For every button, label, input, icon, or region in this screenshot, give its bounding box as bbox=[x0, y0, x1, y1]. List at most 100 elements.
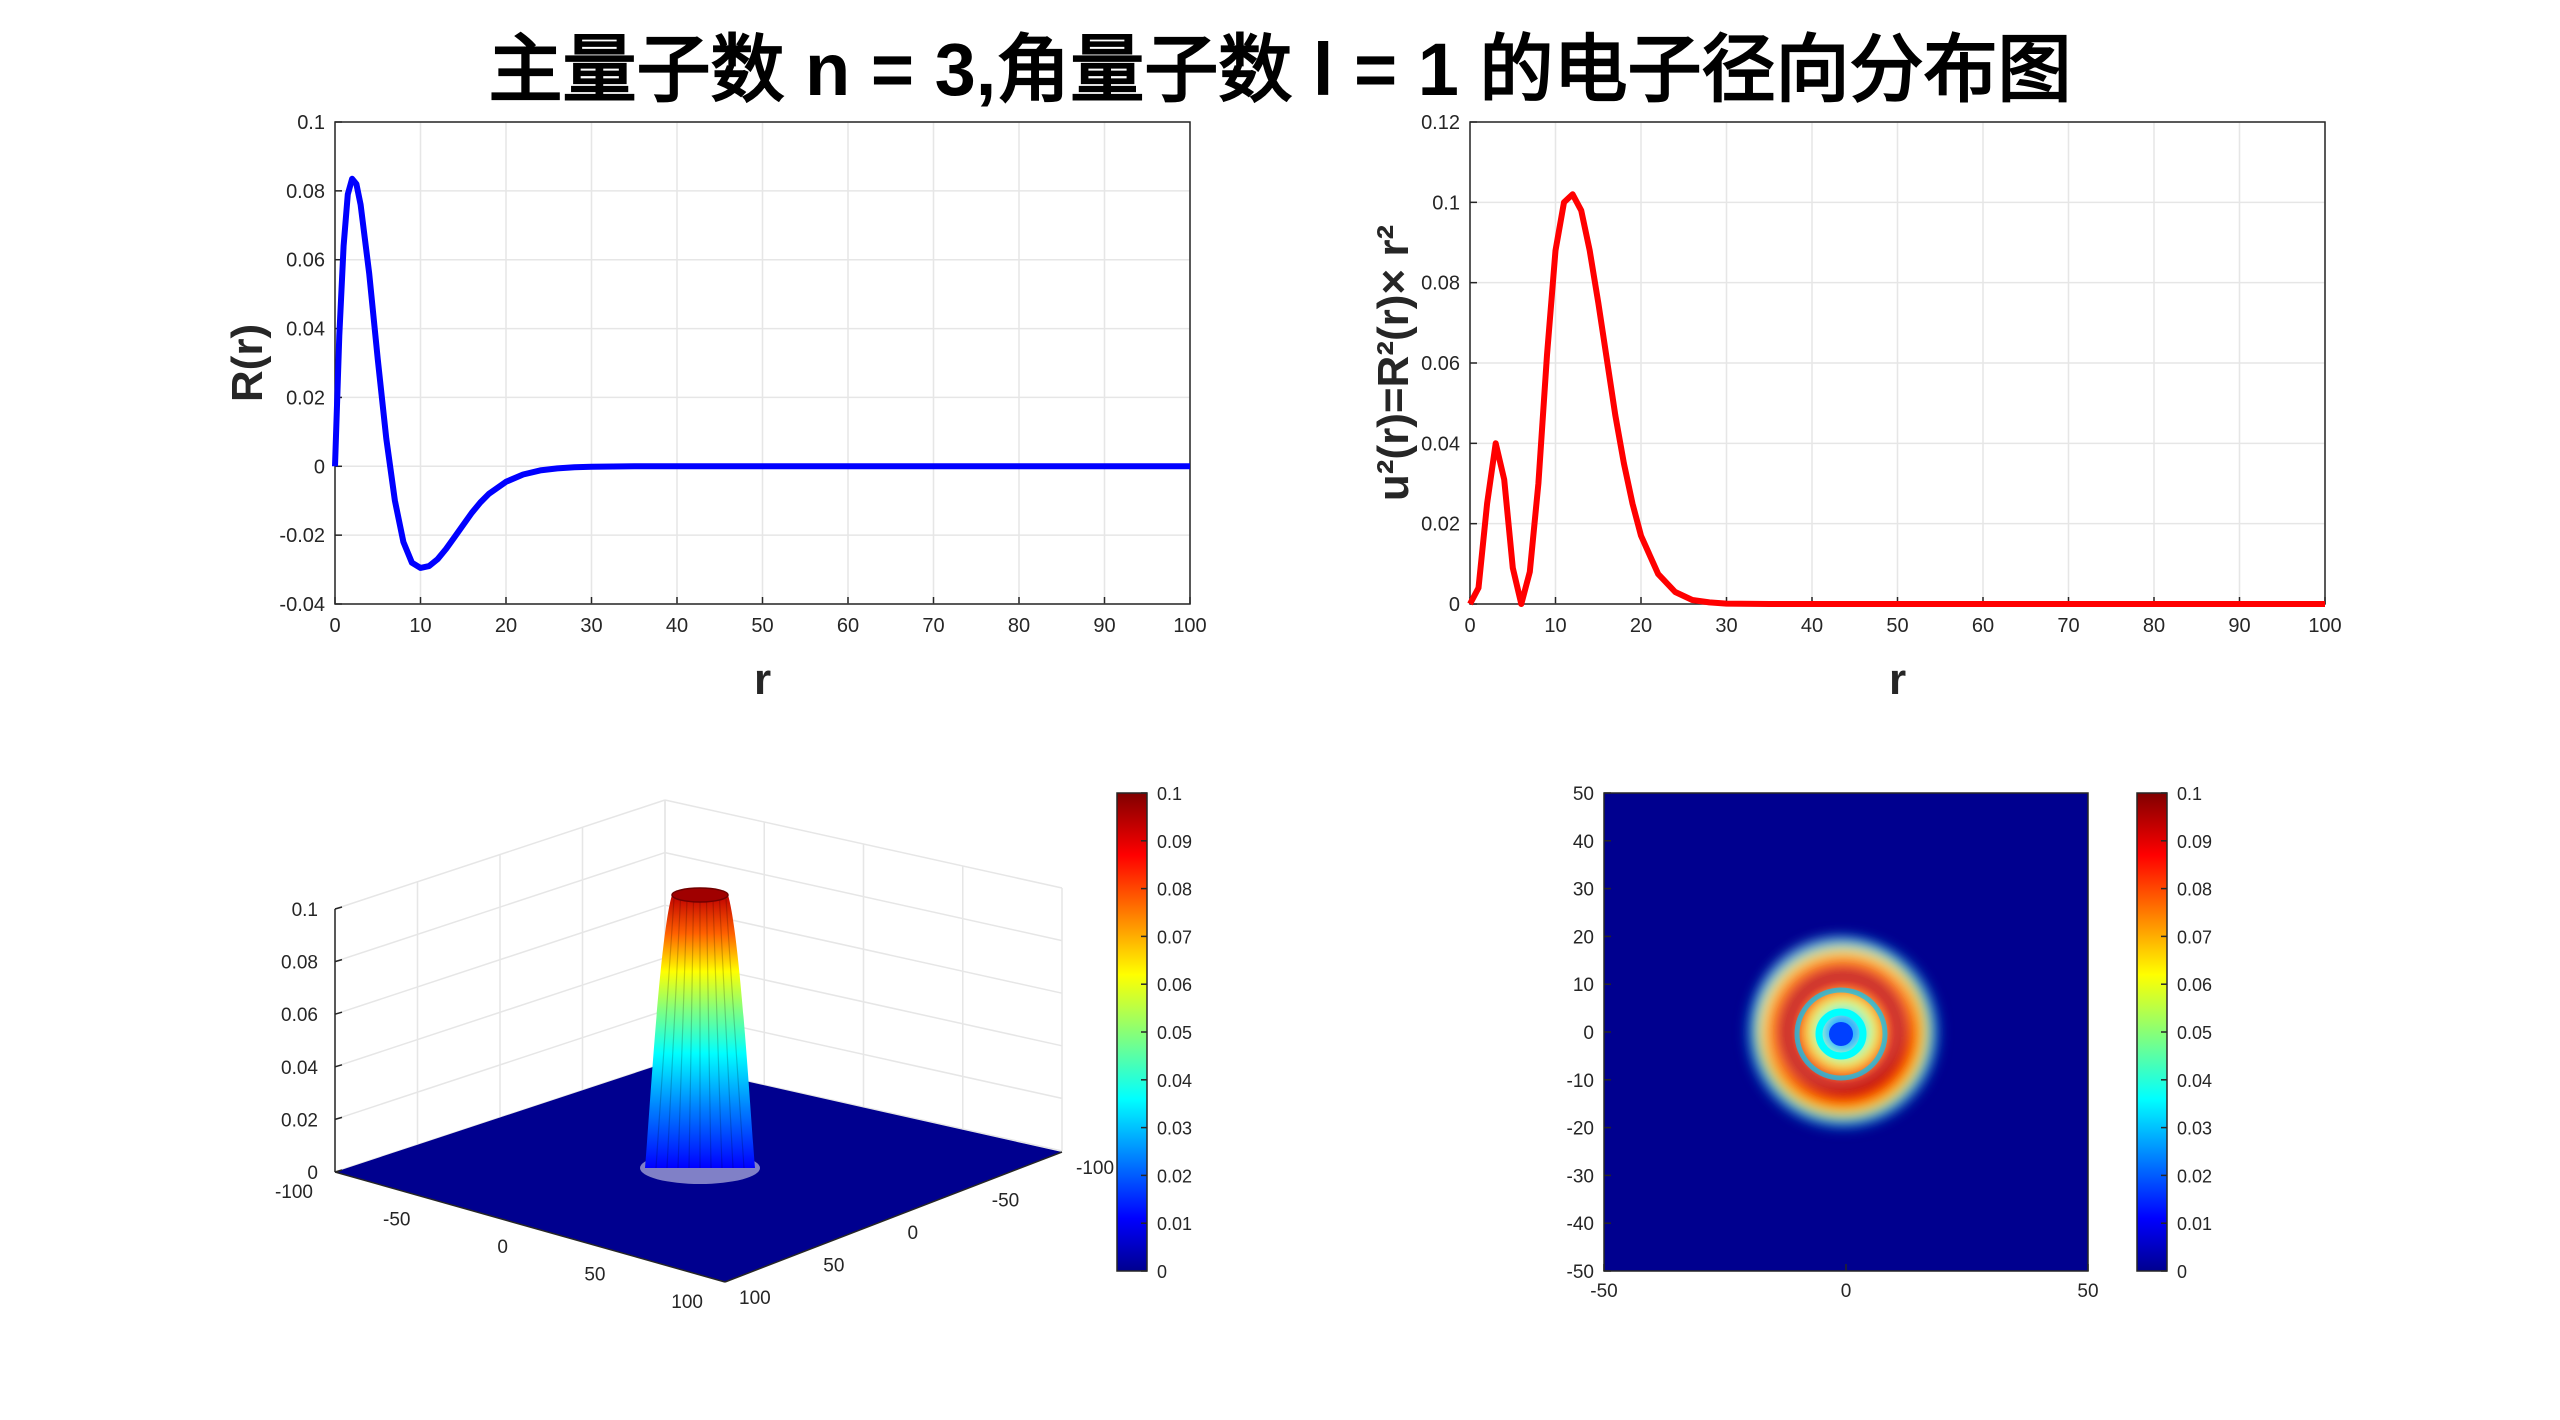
y-tick-label: 0.06 bbox=[286, 250, 325, 272]
page-title: 主量子数 n = 3,角量子数 l = 1 的电子径向分布图 bbox=[488, 28, 2072, 111]
x-tick-label: 80 bbox=[1008, 615, 1030, 637]
colorbar-tick-label: 0.02 bbox=[2177, 1166, 2212, 1186]
colorbar-heatmap: 0 0.01 0.02 0.03 0.04 0.05 0.06 0.07 0.08 0.09 0.1 bbox=[2136, 784, 2212, 1282]
colorbar-tick-label: 0.07 bbox=[2177, 927, 2212, 947]
y-tick-label: -0.02 bbox=[279, 525, 325, 547]
x-tick-label: 50 bbox=[2077, 1281, 2098, 1302]
y-tick-label: 50 bbox=[1573, 784, 1594, 805]
heatmap-ring-inner bbox=[1815, 1008, 1867, 1060]
mesh-line bbox=[655, 898, 675, 1169]
colorbar-tick-label: 0.04 bbox=[1157, 1071, 1192, 1091]
y-tick-label: 0.02 bbox=[1421, 514, 1460, 536]
colorbar-tick-label: 0.09 bbox=[2177, 832, 2212, 852]
plot-radial-distribution: 0 10 20 30 40 50 60 70 80 90 100 0 0.02 0.04 0.06 0.08 0… bbox=[1369, 112, 2342, 704]
peak-top bbox=[671, 887, 729, 903]
y-tick-label: -10 bbox=[1567, 1071, 1594, 1092]
x-tick-label: 20 bbox=[1630, 615, 1652, 637]
x-tick-label: -50 bbox=[1590, 1281, 1617, 1302]
colorbar-tick-label: 0.03 bbox=[1157, 1119, 1192, 1139]
colorbar-tick-label: 0.01 bbox=[1157, 1214, 1192, 1234]
y-tick-label: 0 bbox=[908, 1223, 919, 1244]
colorbar-tick-label: 0.06 bbox=[1157, 975, 1192, 995]
y-tick-label: 30 bbox=[1573, 880, 1594, 901]
z-tick bbox=[334, 1116, 343, 1121]
x-tick-label: 60 bbox=[837, 615, 859, 637]
colorbar-tick-label: 0 bbox=[1157, 1262, 1167, 1282]
series-line-0 bbox=[1467, 191, 2325, 607]
mesh-line bbox=[666, 898, 682, 1169]
y-tick-label: -50 bbox=[1567, 1262, 1594, 1283]
colorbar-tick-label: 0.07 bbox=[1157, 927, 1192, 947]
z-tick-label: 0.08 bbox=[281, 953, 318, 974]
x-axis-label: r bbox=[754, 655, 771, 704]
colorbar-tick-label: 0.01 bbox=[2177, 1214, 2212, 1234]
colorbar-tick-label: 0.1 bbox=[2177, 784, 2202, 804]
y-axis-label: u²(r)=R²(r)× r² bbox=[1369, 225, 1418, 501]
surface-peak bbox=[645, 895, 755, 1168]
colorbar-tick-label: 0.05 bbox=[1157, 1023, 1192, 1043]
x-tick-label: 40 bbox=[666, 615, 688, 637]
y-tick-label: 0.12 bbox=[1421, 112, 1460, 134]
mesh-line bbox=[688, 898, 695, 1169]
y-tick-label: 0.04 bbox=[1421, 433, 1460, 455]
z-tick-label: 0.02 bbox=[281, 1110, 318, 1131]
heatmap-plot: -50 0 50 -50 -40 -30 -20 -10 0 10 20 30 40 50 bbox=[1567, 784, 2099, 1302]
colorbar-tick-label: 0.05 bbox=[2177, 1023, 2212, 1043]
colorbar-tick-label: 0.08 bbox=[1157, 880, 1192, 900]
y-tick-label: -20 bbox=[1567, 1119, 1594, 1140]
y-tick-label: 50 bbox=[823, 1256, 844, 1277]
y-axis bbox=[724, 1151, 1063, 1283]
y-tick-label: -30 bbox=[1567, 1166, 1594, 1187]
mesh-line bbox=[725, 898, 745, 1169]
y-tick-label: 0.1 bbox=[297, 112, 325, 134]
y-tick-label: -100 bbox=[1076, 1158, 1114, 1179]
mesh-line bbox=[712, 898, 723, 1169]
colorbar-tick-label: 0.08 bbox=[2177, 880, 2212, 900]
y-tick-label: 100 bbox=[739, 1288, 771, 1309]
colorbar-tick-label: 0.06 bbox=[2177, 975, 2212, 995]
y-tick-label: 0.08 bbox=[1421, 273, 1460, 295]
z-tick bbox=[334, 1011, 343, 1015]
x-tick-label: 30 bbox=[580, 615, 602, 637]
y-tick-label: 0.04 bbox=[286, 319, 325, 341]
x-tick-label: 0 bbox=[329, 615, 340, 637]
colorbar-tick-label: 0.04 bbox=[2177, 1071, 2212, 1091]
x-tick-label: 30 bbox=[1715, 615, 1737, 637]
mesh-line bbox=[718, 898, 734, 1169]
x-tick-label: 70 bbox=[922, 615, 944, 637]
y-tick-label: -0.04 bbox=[279, 594, 325, 616]
x-tick-label: 80 bbox=[2143, 615, 2165, 637]
surface-plot: 0 0.02 0.04 0.06 0.08 0.1 -100 -50 0 50 100 -100 -50… bbox=[275, 799, 1114, 1313]
x-tick-label: 0 bbox=[1464, 615, 1475, 637]
heatmap-center bbox=[1829, 1022, 1853, 1046]
x-tick-label: -50 bbox=[383, 1210, 410, 1231]
y-tick-label: 0.08 bbox=[286, 181, 325, 203]
y-tick-label: 10 bbox=[1573, 975, 1594, 996]
y-tick-label: 40 bbox=[1573, 832, 1594, 853]
x-tick-label: 10 bbox=[409, 615, 431, 637]
colorbar-tick-label: 0.09 bbox=[1157, 832, 1192, 852]
colorbar-surface: 0 0.01 0.02 0.03 0.04 0.05 0.06 0.07 0.08 0.09 0.1 bbox=[1116, 784, 1192, 1282]
x-tick-label: 100 bbox=[671, 1292, 703, 1313]
y-tick-label: 0 bbox=[1583, 1023, 1594, 1044]
colorbar-tick-label: 0 bbox=[2177, 1262, 2187, 1282]
y-tick-label: 0.1 bbox=[1432, 192, 1460, 214]
y-tick-label: 0 bbox=[314, 456, 325, 478]
mesh-line bbox=[705, 898, 712, 1169]
colorbar-tick-label: 0.1 bbox=[1157, 784, 1182, 804]
x-tick-label: 0 bbox=[497, 1237, 508, 1258]
y-axis-label: R(r) bbox=[223, 324, 272, 402]
colorbar-tick-label: 0.03 bbox=[2177, 1119, 2212, 1139]
y-tick-label: 0.02 bbox=[286, 387, 325, 409]
x-tick-label: 50 bbox=[1886, 615, 1908, 637]
z-tick-label: 0.1 bbox=[292, 900, 318, 921]
y-tick-label: -40 bbox=[1567, 1214, 1594, 1235]
axes-box bbox=[334, 121, 1191, 605]
x-tick-label: 10 bbox=[1544, 615, 1566, 637]
x-tick-label: 50 bbox=[751, 615, 773, 637]
x-axis-label: r bbox=[1889, 655, 1906, 704]
series-line-0 bbox=[332, 175, 1190, 571]
mesh-line bbox=[677, 898, 688, 1169]
y-tick-label: 20 bbox=[1573, 927, 1594, 948]
